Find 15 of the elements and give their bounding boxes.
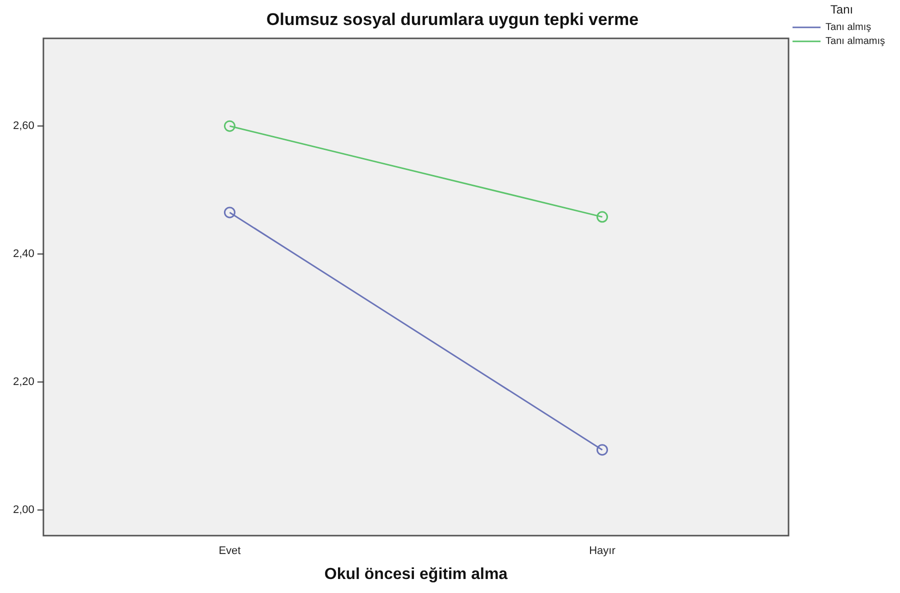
y-tick-label: 2,20 — [12, 376, 34, 388]
x-tick-label: Hayır — [589, 545, 616, 558]
x-tick-label: Evet — [218, 545, 241, 558]
chart-title: Olumsuz sosyal durumlara uygun tepki verme — [266, 10, 639, 29]
point — [596, 444, 608, 456]
point — [596, 211, 608, 223]
y-tick-label: 2,40 — [12, 248, 34, 260]
point — [224, 206, 236, 218]
y-tick-label: 2,60 — [12, 120, 34, 132]
legend-label: Tanı almamış — [826, 36, 886, 48]
y-tick-label: 2,00 — [12, 504, 34, 516]
x-axis-title: Okul öncesi eğitim alma — [324, 566, 508, 583]
legend-label: Tanı almış — [826, 22, 872, 34]
point — [224, 120, 236, 132]
legend-title: Tanı — [830, 2, 854, 16]
